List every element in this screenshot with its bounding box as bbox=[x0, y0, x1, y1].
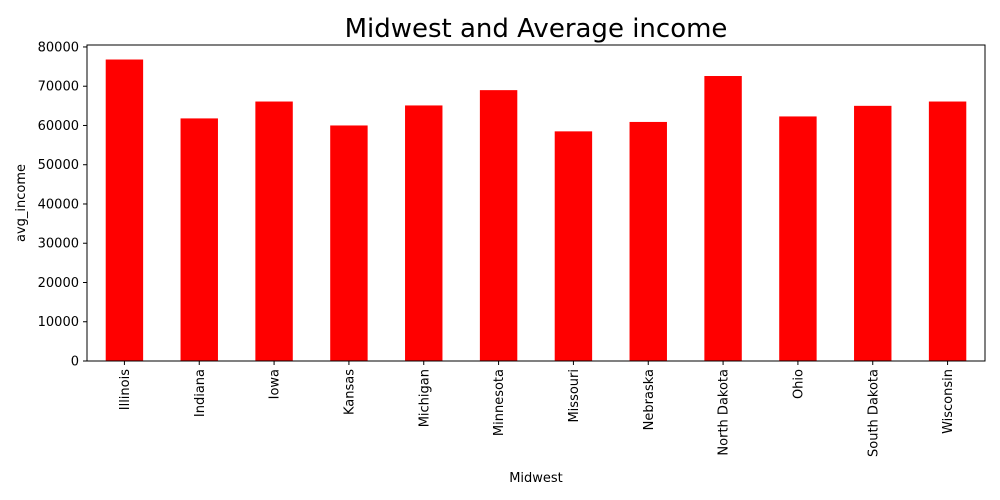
bar-michigan bbox=[405, 105, 443, 361]
bar-ohio bbox=[779, 116, 817, 361]
x-tick-label: Michigan bbox=[417, 369, 432, 427]
y-tick-label: 20000 bbox=[38, 276, 79, 291]
y-axis-label: avg_income bbox=[14, 164, 29, 242]
y-tick-label: 40000 bbox=[38, 197, 79, 212]
x-tick-label: Minnesota bbox=[492, 369, 507, 436]
x-tick-label: South Dakota bbox=[866, 369, 881, 457]
bar-missouri bbox=[554, 131, 593, 361]
y-tick-label: 0 bbox=[71, 355, 79, 370]
y-tick-label: 50000 bbox=[38, 158, 79, 173]
y-tick-label: 60000 bbox=[38, 119, 79, 134]
bar-wisconsin bbox=[928, 101, 967, 361]
x-tick-label: Illinois bbox=[118, 369, 133, 410]
bar-indiana bbox=[180, 118, 218, 361]
bar-minnesota bbox=[479, 90, 518, 361]
x-tick-label: Missouri bbox=[567, 369, 582, 423]
y-tick-label: 10000 bbox=[38, 315, 79, 330]
y-tick-label: 80000 bbox=[38, 40, 79, 55]
x-tick-label: Ohio bbox=[791, 369, 806, 399]
y-axis-ticks: 0 10000 20000 30000 40000 50000 60000 70000 8000… bbox=[38, 40, 87, 370]
bar-illinois bbox=[105, 59, 144, 362]
plot-frame bbox=[86, 44, 986, 362]
x-tick-label: Kansas bbox=[342, 369, 357, 415]
bar-nebraska bbox=[629, 121, 667, 361]
chart-title: Midwest and Average income bbox=[345, 14, 728, 44]
x-tick-label: Nebraska bbox=[642, 369, 657, 430]
x-tick-label: North Dakota bbox=[717, 369, 732, 456]
x-axis-ticks: Illinois Indiana Iowa Kansas Michigan Minneso… bbox=[118, 361, 956, 457]
y-tick-label: 70000 bbox=[38, 80, 79, 95]
x-tick-label: Iowa bbox=[268, 369, 283, 399]
bar-kansas bbox=[330, 125, 368, 361]
x-tick-label: Wisconsin bbox=[941, 369, 956, 434]
bars-group bbox=[105, 59, 967, 362]
bar-iowa bbox=[255, 101, 293, 361]
x-axis-label: Midwest bbox=[509, 471, 563, 486]
y-tick-label: 30000 bbox=[38, 237, 79, 252]
x-tick-label: Indiana bbox=[193, 369, 208, 417]
bar-south-dakota bbox=[854, 105, 892, 361]
bar-north-dakota bbox=[704, 76, 742, 361]
